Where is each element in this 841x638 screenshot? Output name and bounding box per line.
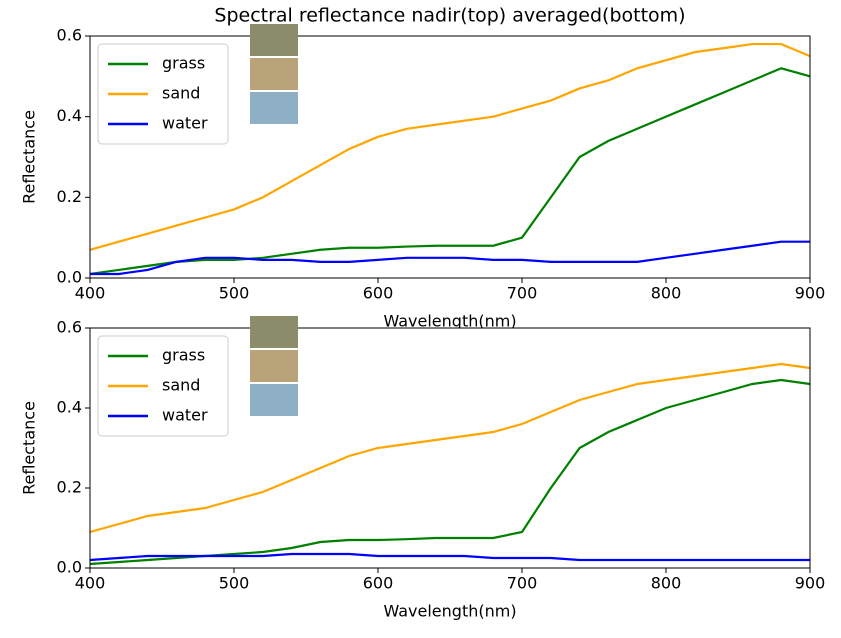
y-tick-label: 0.0 <box>57 558 82 577</box>
legend-label: grass <box>162 346 205 365</box>
y-tick-label: 0.6 <box>57 26 82 45</box>
y-tick-label: 0.0 <box>57 268 82 287</box>
x-tick-label: 600 <box>363 574 394 593</box>
legend-box <box>97 43 229 145</box>
legend-box <box>97 335 229 437</box>
y-tick-label: 0.4 <box>57 398 82 417</box>
x-tick-label: 600 <box>363 284 394 303</box>
line-series <box>89 67 811 276</box>
line-series <box>90 240 810 276</box>
axes-frame <box>89 35 811 279</box>
x-tick-label: 900 <box>795 284 826 303</box>
y-tick-label: 0.2 <box>57 187 82 206</box>
legend-label: water <box>162 406 208 425</box>
y-axis-label: Reflectance <box>20 110 39 204</box>
thumbnail <box>250 92 298 124</box>
line-series <box>89 42 811 251</box>
legend-label: water <box>162 114 208 133</box>
x-axis-label: Wavelength(nm) <box>383 312 516 331</box>
x-tick-label: 800 <box>651 574 682 593</box>
x-tick-label: 500 <box>219 574 250 593</box>
legend-label: sand <box>162 84 200 103</box>
y-tick-label: 0.4 <box>57 106 82 125</box>
y-tick-label: 0.2 <box>57 478 82 497</box>
x-axis-label: Wavelength(nm) <box>383 602 516 621</box>
line-series <box>89 362 811 534</box>
axes-frame <box>89 327 811 569</box>
thumbnail <box>250 316 298 348</box>
x-tick-label: 400 <box>75 574 106 593</box>
line-series <box>89 552 810 562</box>
x-tick-label: 700 <box>507 284 538 303</box>
x-tick-label: 800 <box>651 284 682 303</box>
x-tick-label: 700 <box>507 574 538 593</box>
y-axis-label: Reflectance <box>20 401 39 495</box>
y-tick-label: 0.6 <box>57 318 82 337</box>
x-tick-label: 500 <box>219 284 250 303</box>
thumbnail <box>250 350 298 382</box>
legend-label: grass <box>162 54 205 73</box>
thumbnail <box>250 384 298 416</box>
x-tick-label: 400 <box>75 284 106 303</box>
chart-title: Spectral reflectance nadir(top) averaged… <box>214 5 685 27</box>
x-tick-label: 900 <box>795 574 826 593</box>
thumbnail <box>250 58 298 90</box>
legend-label: sand <box>162 376 200 395</box>
thumbnail <box>250 24 298 56</box>
